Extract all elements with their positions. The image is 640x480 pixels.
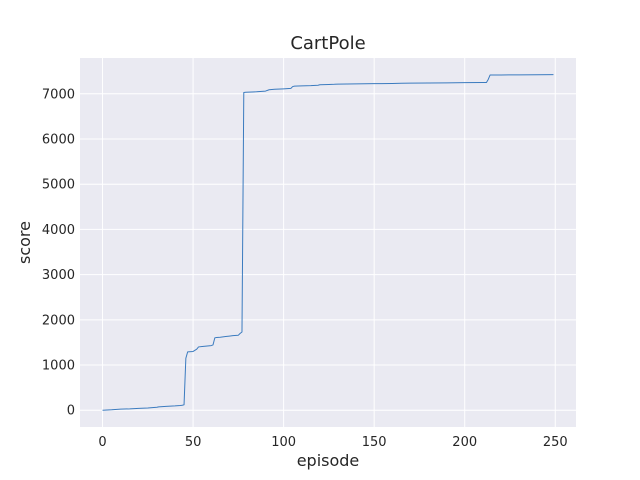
x-tick-labels: 0 50 100 150 200 250 xyxy=(98,435,567,450)
y-tick-label: 4000 xyxy=(42,223,75,238)
y-tick-label: 3000 xyxy=(42,268,75,283)
y-tick-label: 7000 xyxy=(42,87,75,102)
y-tick-label: 2000 xyxy=(42,313,75,328)
y-axis-label: score xyxy=(15,221,34,264)
series-line xyxy=(102,74,554,411)
y-tick-label: 6000 xyxy=(42,133,75,148)
x-tick-label: 150 xyxy=(362,435,387,450)
x-tick-label: 0 xyxy=(98,435,106,450)
x-axis-label: episode xyxy=(297,451,360,470)
plot-area xyxy=(80,58,576,427)
y-tick-label: 1000 xyxy=(42,359,75,374)
x-tick-label: 100 xyxy=(271,435,296,450)
x-tick-label: 50 xyxy=(185,435,202,450)
y-tick-label: 5000 xyxy=(42,178,75,193)
y-tick-labels: 0 1000 2000 3000 4000 5000 6000 7000 xyxy=(42,87,75,418)
y-tick-label: 0 xyxy=(67,404,75,419)
series-layer xyxy=(102,74,554,411)
chart-title: CartPole xyxy=(290,33,365,54)
y-gridlines xyxy=(80,93,576,411)
x-tick-label: 200 xyxy=(452,435,477,450)
x-tick-label: 250 xyxy=(543,435,568,450)
